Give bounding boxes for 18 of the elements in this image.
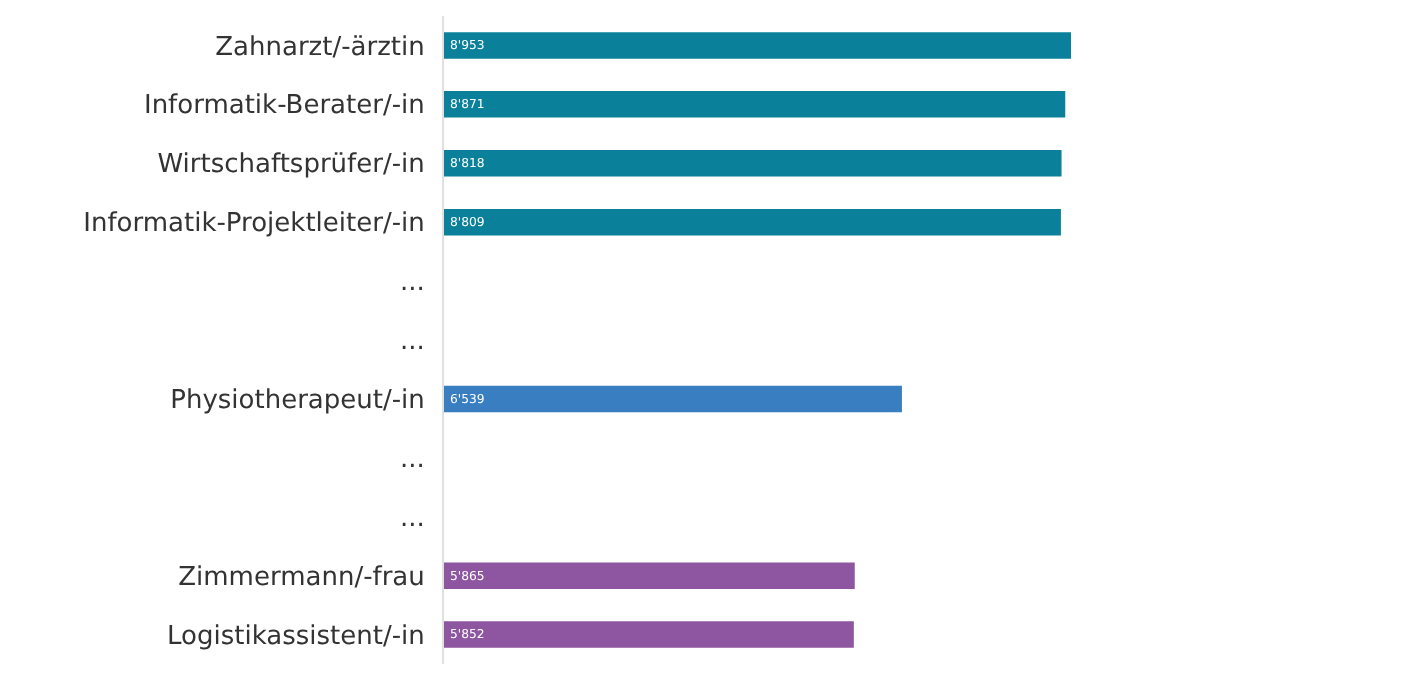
bar [444,150,1062,177]
y-tick-label: Informatik-Projektleiter/-in [83,209,425,240]
bar [444,32,1071,59]
bar [444,208,1061,236]
y-tick-label: ... [399,268,425,299]
y-tick-label: Informatik-Berater/-in [143,91,425,122]
bar [444,385,902,413]
bar [444,91,1066,118]
y-tick-label: Physiotherapeut/-in [170,386,425,416]
y-tick-label: Wirtschaftsprüfer/-in [157,150,425,181]
y-tick-label: ... [399,503,425,534]
y-tick-label: Zahnarzt/-ärztin [215,32,425,63]
y-tick-label: Logistikassistent/-in [167,621,425,652]
bar [444,621,854,648]
y-tick-label: ... [399,444,425,475]
y-tick-label: Zimmermann/-frau [178,562,425,593]
bar [444,562,855,589]
y-tick-label: ... [399,327,425,358]
